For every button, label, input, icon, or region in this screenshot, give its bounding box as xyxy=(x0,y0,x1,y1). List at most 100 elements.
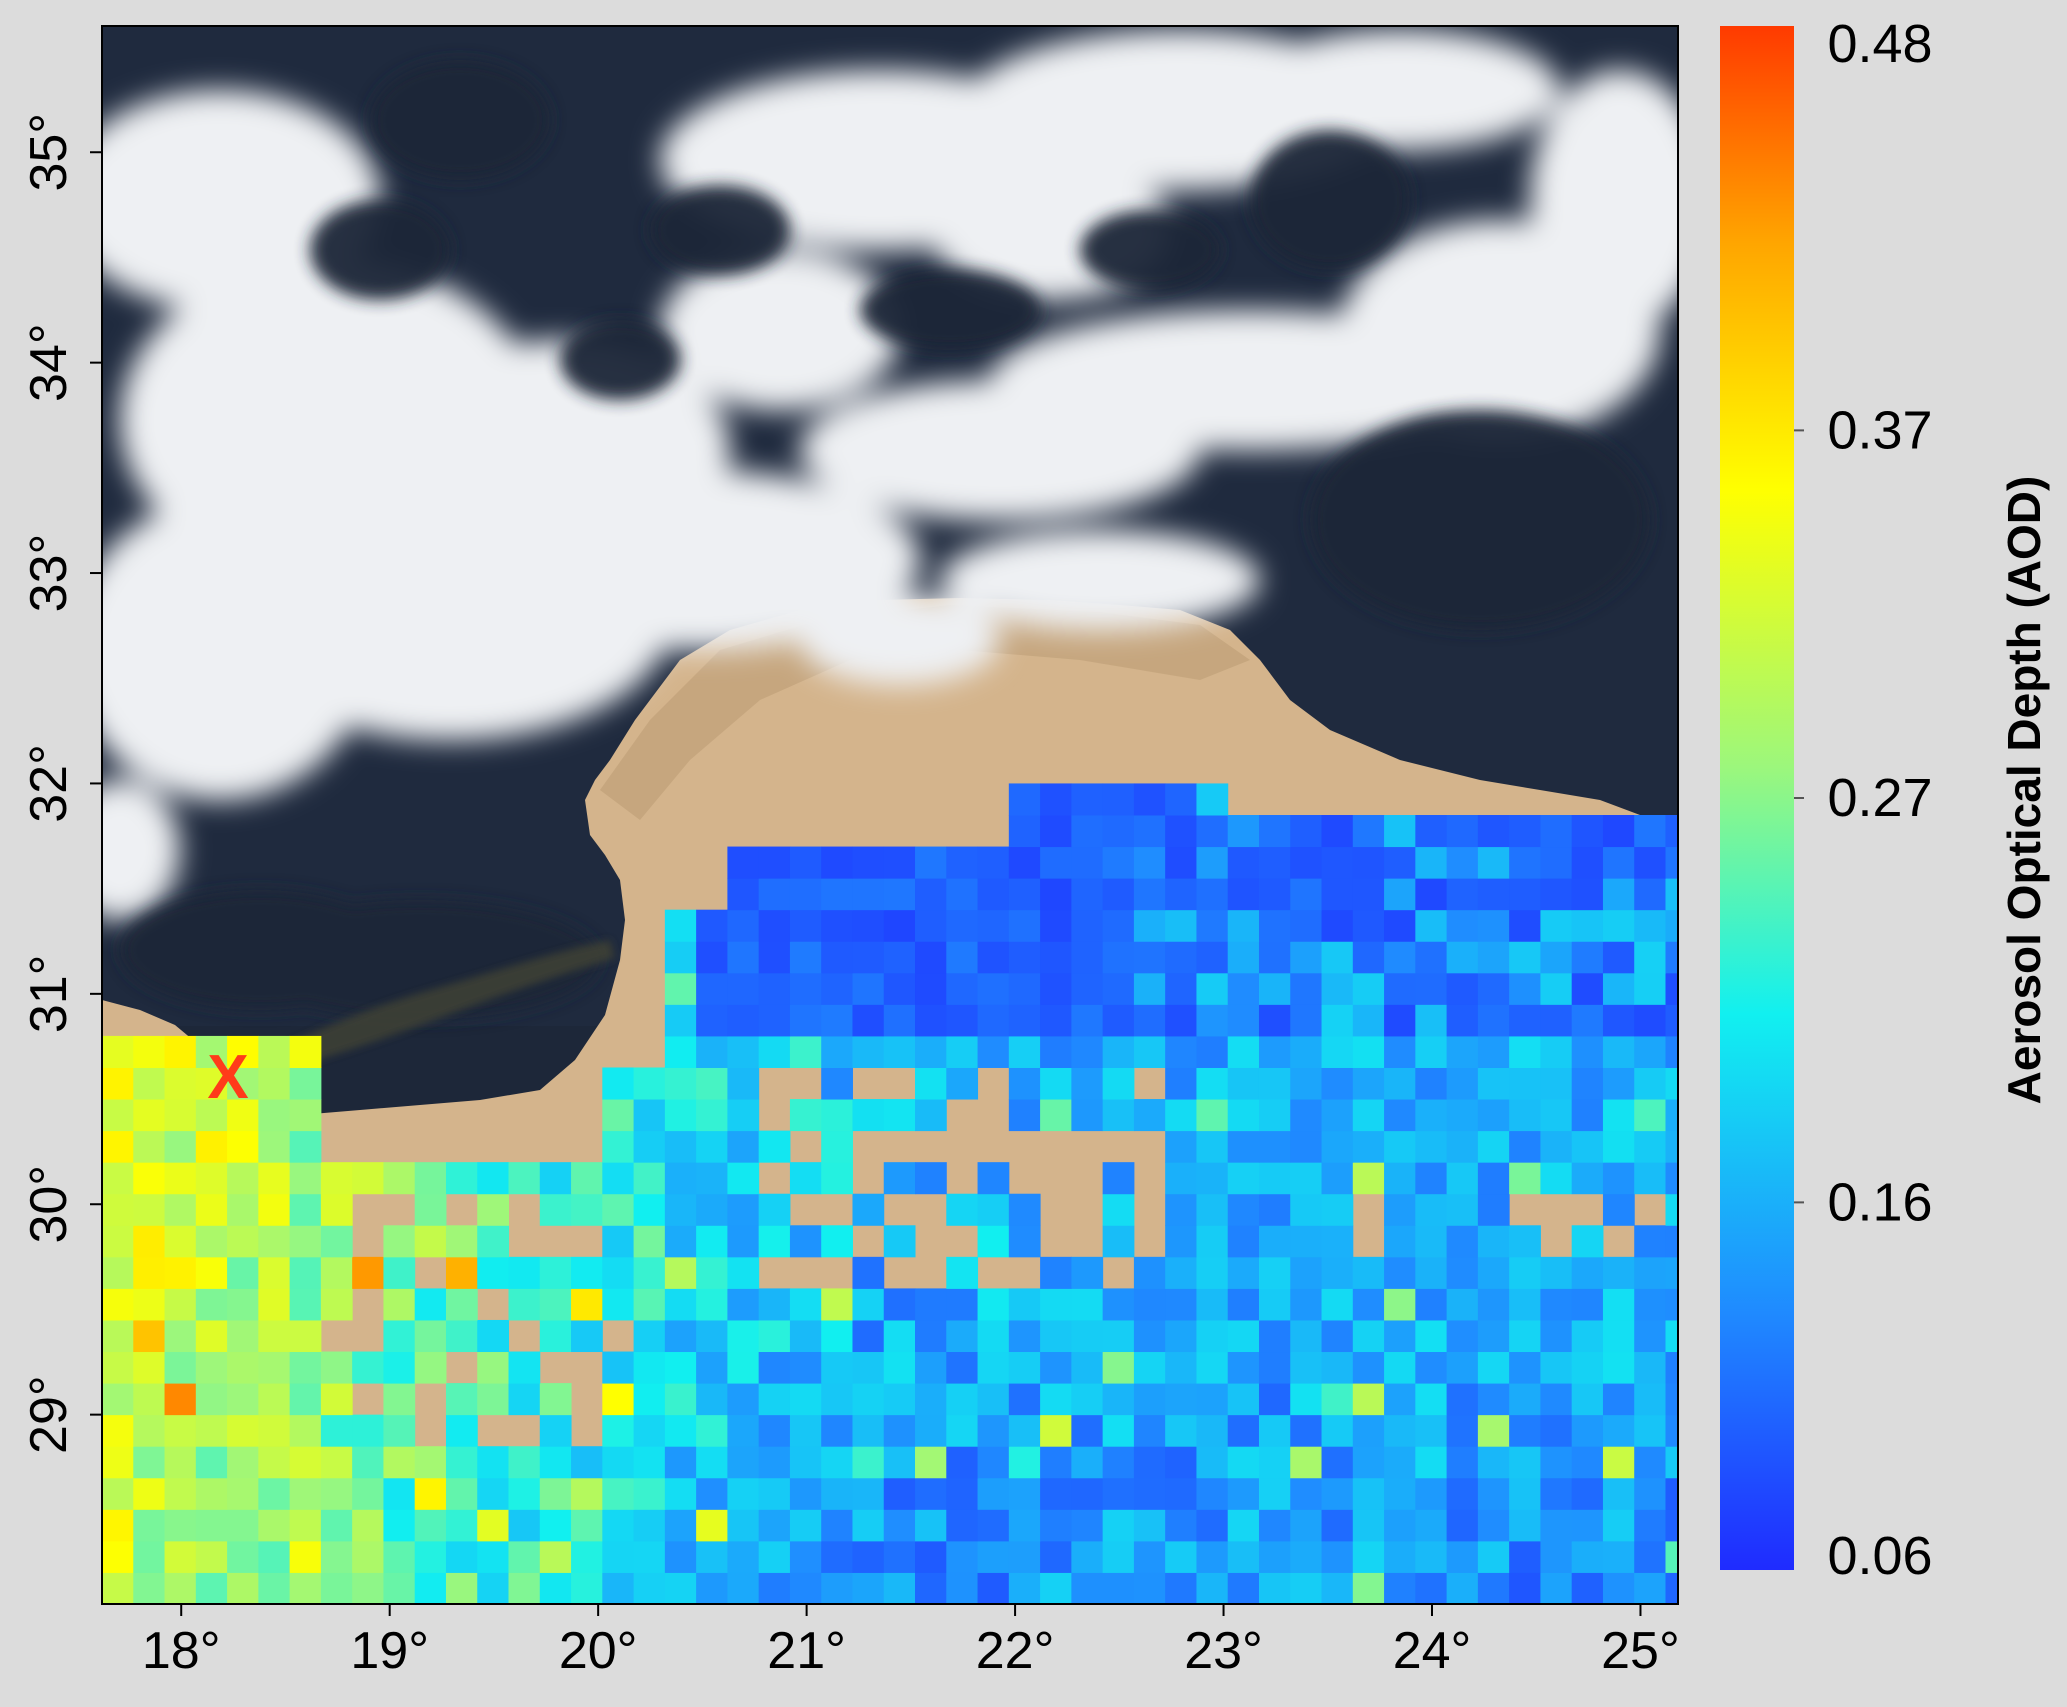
aod-cell xyxy=(1008,972,1041,1005)
aod-cell xyxy=(1258,1383,1291,1416)
aod-cell xyxy=(102,1193,134,1226)
aod-cell xyxy=(1415,815,1448,848)
aod-cell xyxy=(1133,972,1166,1005)
aod-cell xyxy=(1665,1477,1678,1510)
aod-cell xyxy=(1290,1288,1323,1321)
aod-cell xyxy=(445,1288,478,1321)
aod-cell xyxy=(852,878,885,911)
aod-cell xyxy=(1477,1130,1510,1163)
aod-cell xyxy=(1384,1288,1416,1321)
aod-cell xyxy=(1196,1193,1229,1226)
aod-cell xyxy=(1415,1319,1448,1353)
aod-cell xyxy=(508,1446,541,1479)
aod-cell xyxy=(1196,1130,1229,1163)
aod-cell xyxy=(1165,1193,1197,1226)
aod-cell xyxy=(1290,1383,1323,1416)
coastal-plateau-shade xyxy=(600,605,1250,820)
aod-cell xyxy=(727,1193,760,1226)
aod-cell xyxy=(602,1414,635,1447)
aod-cell xyxy=(1196,1509,1229,1542)
aod-cell xyxy=(1321,1256,1354,1289)
aod-cell xyxy=(320,1446,353,1479)
aod-cell xyxy=(258,1130,291,1163)
aod-cell xyxy=(1321,1351,1354,1384)
aod-cell xyxy=(1165,1035,1197,1068)
aod-cell xyxy=(477,1446,510,1479)
aod-cell xyxy=(1102,1383,1135,1416)
aod-cell xyxy=(258,1509,291,1542)
aod-cell xyxy=(1634,846,1666,879)
aod-cell xyxy=(1290,941,1323,974)
aod-cell xyxy=(1384,1540,1416,1573)
aod-cell xyxy=(1133,1099,1166,1132)
aod-cell xyxy=(852,1540,885,1573)
aod-cell xyxy=(664,1225,697,1258)
x-tick-label: 18° xyxy=(142,1622,221,1680)
aod-cell xyxy=(227,1162,259,1195)
aod-cell xyxy=(1133,846,1166,879)
aod-cell xyxy=(883,1414,916,1447)
aod-cell xyxy=(1634,1414,1666,1447)
aod-cell xyxy=(758,1288,791,1321)
aod-cell xyxy=(164,1067,197,1100)
aod-cell xyxy=(1165,1225,1197,1258)
aod-cell xyxy=(1258,1256,1291,1289)
aod-cell xyxy=(821,941,853,974)
aod-cell xyxy=(1384,1035,1416,1068)
aod-cell xyxy=(852,972,885,1005)
aod-cell xyxy=(915,909,947,942)
aod-cell xyxy=(664,1099,697,1132)
aod-cell xyxy=(1227,1572,1260,1604)
aod-cell xyxy=(227,1414,259,1447)
aod-cell xyxy=(1352,1035,1385,1068)
aod-cell xyxy=(821,1319,853,1353)
aod-cell xyxy=(821,1162,853,1195)
aod-cell xyxy=(1602,1414,1635,1447)
aod-cell xyxy=(1477,1383,1510,1416)
aod-cell xyxy=(789,1319,822,1353)
aod-cell xyxy=(1509,1130,1541,1163)
aod-cell xyxy=(1446,909,1479,942)
aod-cell xyxy=(289,1130,322,1163)
aod-cell xyxy=(1540,1509,1573,1542)
aod-cell xyxy=(883,1446,916,1479)
aod-cell xyxy=(133,1477,166,1510)
aod-cell xyxy=(1415,972,1448,1005)
aod-cell xyxy=(414,1288,447,1321)
aod-cell xyxy=(571,1572,603,1604)
aod-cell xyxy=(727,1509,760,1542)
aod-cell xyxy=(289,1414,322,1447)
aod-cell xyxy=(1227,941,1260,974)
aod-cell xyxy=(696,1004,728,1037)
aod-cell xyxy=(696,1225,728,1258)
aod-cell xyxy=(1321,846,1354,879)
aod-cell xyxy=(1634,1035,1666,1068)
aod-cell xyxy=(1227,972,1260,1005)
aod-cell xyxy=(821,972,853,1005)
aod-cell xyxy=(1446,1540,1479,1573)
aod-cell xyxy=(258,1477,291,1510)
aod-cell xyxy=(383,1509,416,1542)
aod-cell xyxy=(1509,909,1541,942)
aod-cell xyxy=(1165,1540,1197,1573)
y-tick-label: 32° xyxy=(20,744,78,823)
aod-cell xyxy=(1290,1193,1323,1226)
aod-cell xyxy=(1196,1477,1229,1510)
aod-cell xyxy=(1415,1509,1448,1542)
aod-cell xyxy=(383,1383,416,1416)
aod-cell xyxy=(133,1067,166,1100)
aod-cell xyxy=(1227,1383,1260,1416)
cloud-gaps xyxy=(120,60,1650,1020)
aod-cell xyxy=(1665,1383,1678,1416)
aod-cell xyxy=(852,1004,885,1037)
aod-cell xyxy=(602,1477,635,1510)
aod-cell xyxy=(102,1572,134,1604)
aod-cell xyxy=(915,1288,947,1321)
aod-cell xyxy=(1196,846,1229,879)
aod-cell xyxy=(1040,941,1072,974)
aod-cell xyxy=(414,1540,447,1573)
aod-cell xyxy=(727,1162,760,1195)
aod-cell xyxy=(633,1383,666,1416)
aod-cell xyxy=(883,1004,916,1037)
aod-cell xyxy=(1634,1572,1666,1604)
